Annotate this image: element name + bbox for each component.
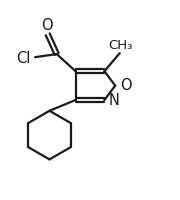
Text: O: O (41, 18, 53, 33)
Text: N: N (109, 93, 120, 108)
Text: CH₃: CH₃ (108, 39, 132, 52)
Text: Cl: Cl (16, 51, 31, 66)
Text: O: O (120, 78, 131, 93)
